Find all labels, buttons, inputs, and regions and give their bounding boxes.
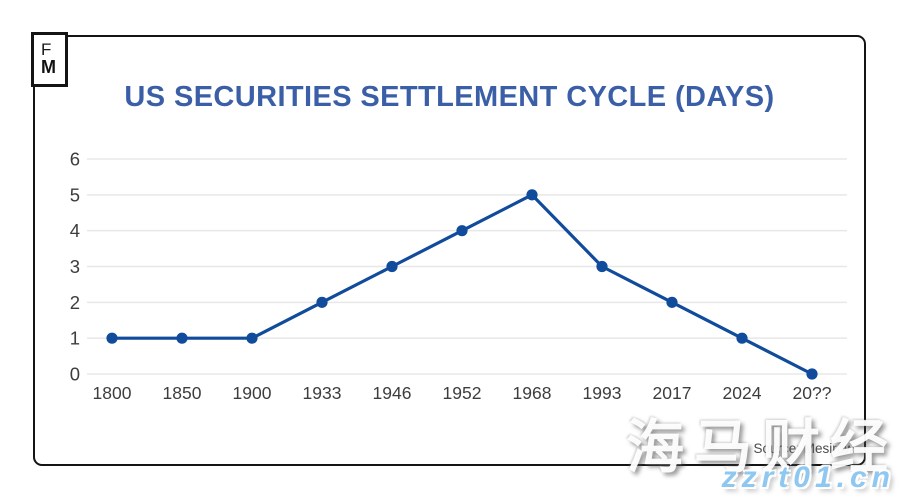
watermark-cjk-text: 海马财经 — [625, 415, 898, 480]
data-point-marker — [596, 260, 608, 273]
data-point-marker — [736, 332, 748, 344]
data-point-marker — [526, 189, 538, 201]
data-point-marker — [806, 368, 818, 380]
x-axis-tick-label: 1968 — [513, 383, 552, 403]
data-point-marker — [386, 260, 398, 273]
data-point-marker — [666, 296, 678, 308]
y-axis-tick-label: 4 — [70, 220, 80, 241]
y-axis-tick-label: 6 — [70, 149, 80, 170]
fm-logo: F M — [31, 32, 68, 87]
y-axis-tick-label: 2 — [70, 292, 80, 313]
line-series — [110, 193, 814, 376]
x-axis-tick-label: 1952 — [443, 383, 482, 403]
data-point-marker — [456, 225, 468, 237]
y-axis-tick-label: 0 — [70, 364, 80, 385]
x-axis-tick-label: 1850 — [163, 383, 202, 403]
x-axis-tick-label: 1946 — [373, 383, 412, 403]
data-point-marker — [106, 332, 118, 344]
y-axis-tick-label: 1 — [70, 328, 80, 349]
x-axis-tick-label: 1900 — [233, 383, 272, 403]
chart-title: US SECURITIES SETTLEMENT CYCLE (DAYS) — [124, 81, 775, 113]
data-point-marker — [176, 332, 188, 344]
watermark-url-text: zzrt01.cn — [721, 461, 895, 494]
source-attribution: Source: Mesirow — [753, 441, 854, 456]
x-axis-tick-label: 1800 — [93, 383, 132, 403]
data-point-marker — [246, 332, 258, 344]
x-axis-tick-label: 1993 — [583, 383, 622, 403]
fm-logo-letter-f: F — [41, 40, 52, 60]
y-axis-tick-label: 5 — [70, 184, 80, 205]
data-point-marker — [316, 296, 328, 308]
x-axis-tick-label: 1933 — [303, 383, 342, 403]
y-axis-tick-label: 3 — [70, 256, 80, 277]
fm-logo-letter-m: M — [41, 57, 56, 78]
